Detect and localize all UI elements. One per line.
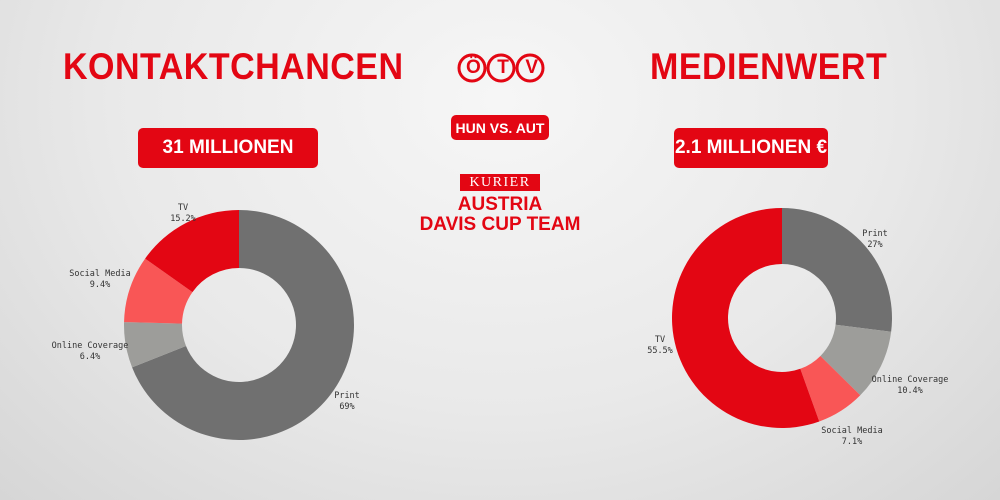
slice-value-label: 55.5% — [647, 346, 673, 356]
slice-name-label: Online Coverage — [872, 375, 949, 385]
slice-tv — [672, 208, 820, 429]
slice-name-label: Online Coverage — [52, 341, 129, 351]
slice-name-label: TV — [655, 335, 665, 345]
left-title: KONTAKTCHANCEN — [63, 46, 404, 87]
slice-online-coverage — [820, 324, 892, 396]
slice-value-label: 27% — [867, 240, 882, 250]
slice-value-label: 9.4% — [90, 280, 110, 290]
right-total-badge: 2.1 MILLIONEN € — [674, 128, 828, 168]
slice-print — [132, 210, 355, 440]
slice-value-label: 7.1% — [842, 437, 862, 447]
match-badge: HUN VS. AUT — [451, 115, 549, 140]
slice-name-label: Print — [334, 391, 360, 401]
slice-name-label: Print — [862, 229, 888, 239]
left-total-badge: 31 MILLIONEN — [138, 128, 318, 168]
oetv-logo-rings — [457, 53, 545, 83]
slice-name-label: Social Media — [821, 426, 882, 436]
slice-value-label: 6.4% — [80, 352, 100, 362]
slice-value-label: 15.2% — [170, 214, 196, 224]
slice-print — [782, 208, 893, 332]
slice-value-label: 69% — [339, 402, 354, 412]
kurier-logo: KURIER — [460, 174, 540, 191]
slice-social-media — [124, 258, 193, 324]
slice-online-coverage — [123, 322, 187, 368]
slice-value-label: 10.4% — [897, 386, 923, 396]
team-line-1: AUSTRIA — [457, 194, 543, 215]
slice-name-label: Social Media — [69, 269, 130, 279]
right-title: MEDIENWERT — [650, 46, 888, 87]
slice-social-media — [800, 355, 861, 422]
oetv-logo-text: ÖTV — [466, 57, 555, 78]
slice-name-label: TV — [178, 203, 188, 213]
team-line-2: DAVIS CUP TEAM — [419, 214, 581, 235]
slice-tv — [145, 210, 239, 293]
